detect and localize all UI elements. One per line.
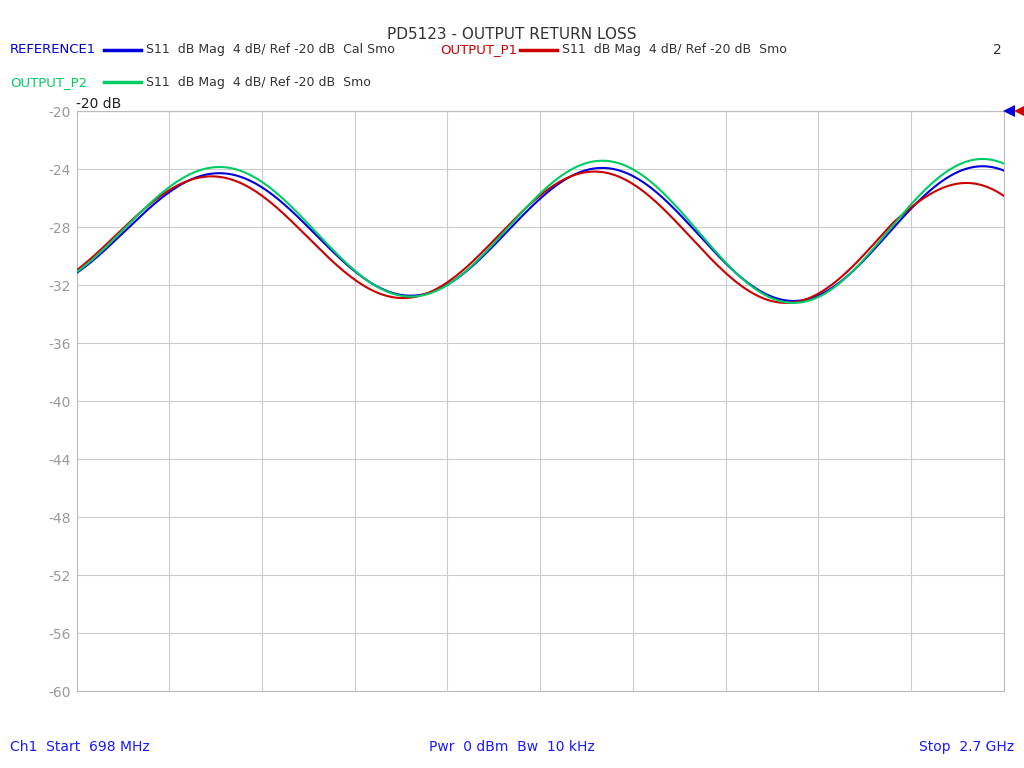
Text: S11  dB Mag  4 dB/ Ref -20 dB  Smo: S11 dB Mag 4 dB/ Ref -20 dB Smo: [562, 44, 787, 56]
Text: S11  dB Mag  4 dB/ Ref -20 dB  Cal Smo: S11 dB Mag 4 dB/ Ref -20 dB Cal Smo: [146, 44, 395, 56]
Text: 2: 2: [992, 43, 1001, 57]
Text: Ch1  Start  698 MHz: Ch1 Start 698 MHz: [10, 740, 150, 754]
Text: Pwr  0 dBm  Bw  10 kHz: Pwr 0 dBm Bw 10 kHz: [429, 740, 595, 754]
Text: Stop  2.7 GHz: Stop 2.7 GHz: [919, 740, 1014, 754]
Text: -20 dB: -20 dB: [76, 98, 121, 111]
Text: REFERENCE1: REFERENCE1: [10, 44, 96, 56]
Text: S11  dB Mag  4 dB/ Ref -20 dB  Smo: S11 dB Mag 4 dB/ Ref -20 dB Smo: [146, 76, 372, 88]
Text: PD5123 - OUTPUT RETURN LOSS: PD5123 - OUTPUT RETURN LOSS: [387, 27, 637, 42]
Text: OUTPUT_P1: OUTPUT_P1: [440, 44, 517, 56]
Text: OUTPUT_P2: OUTPUT_P2: [10, 76, 87, 88]
